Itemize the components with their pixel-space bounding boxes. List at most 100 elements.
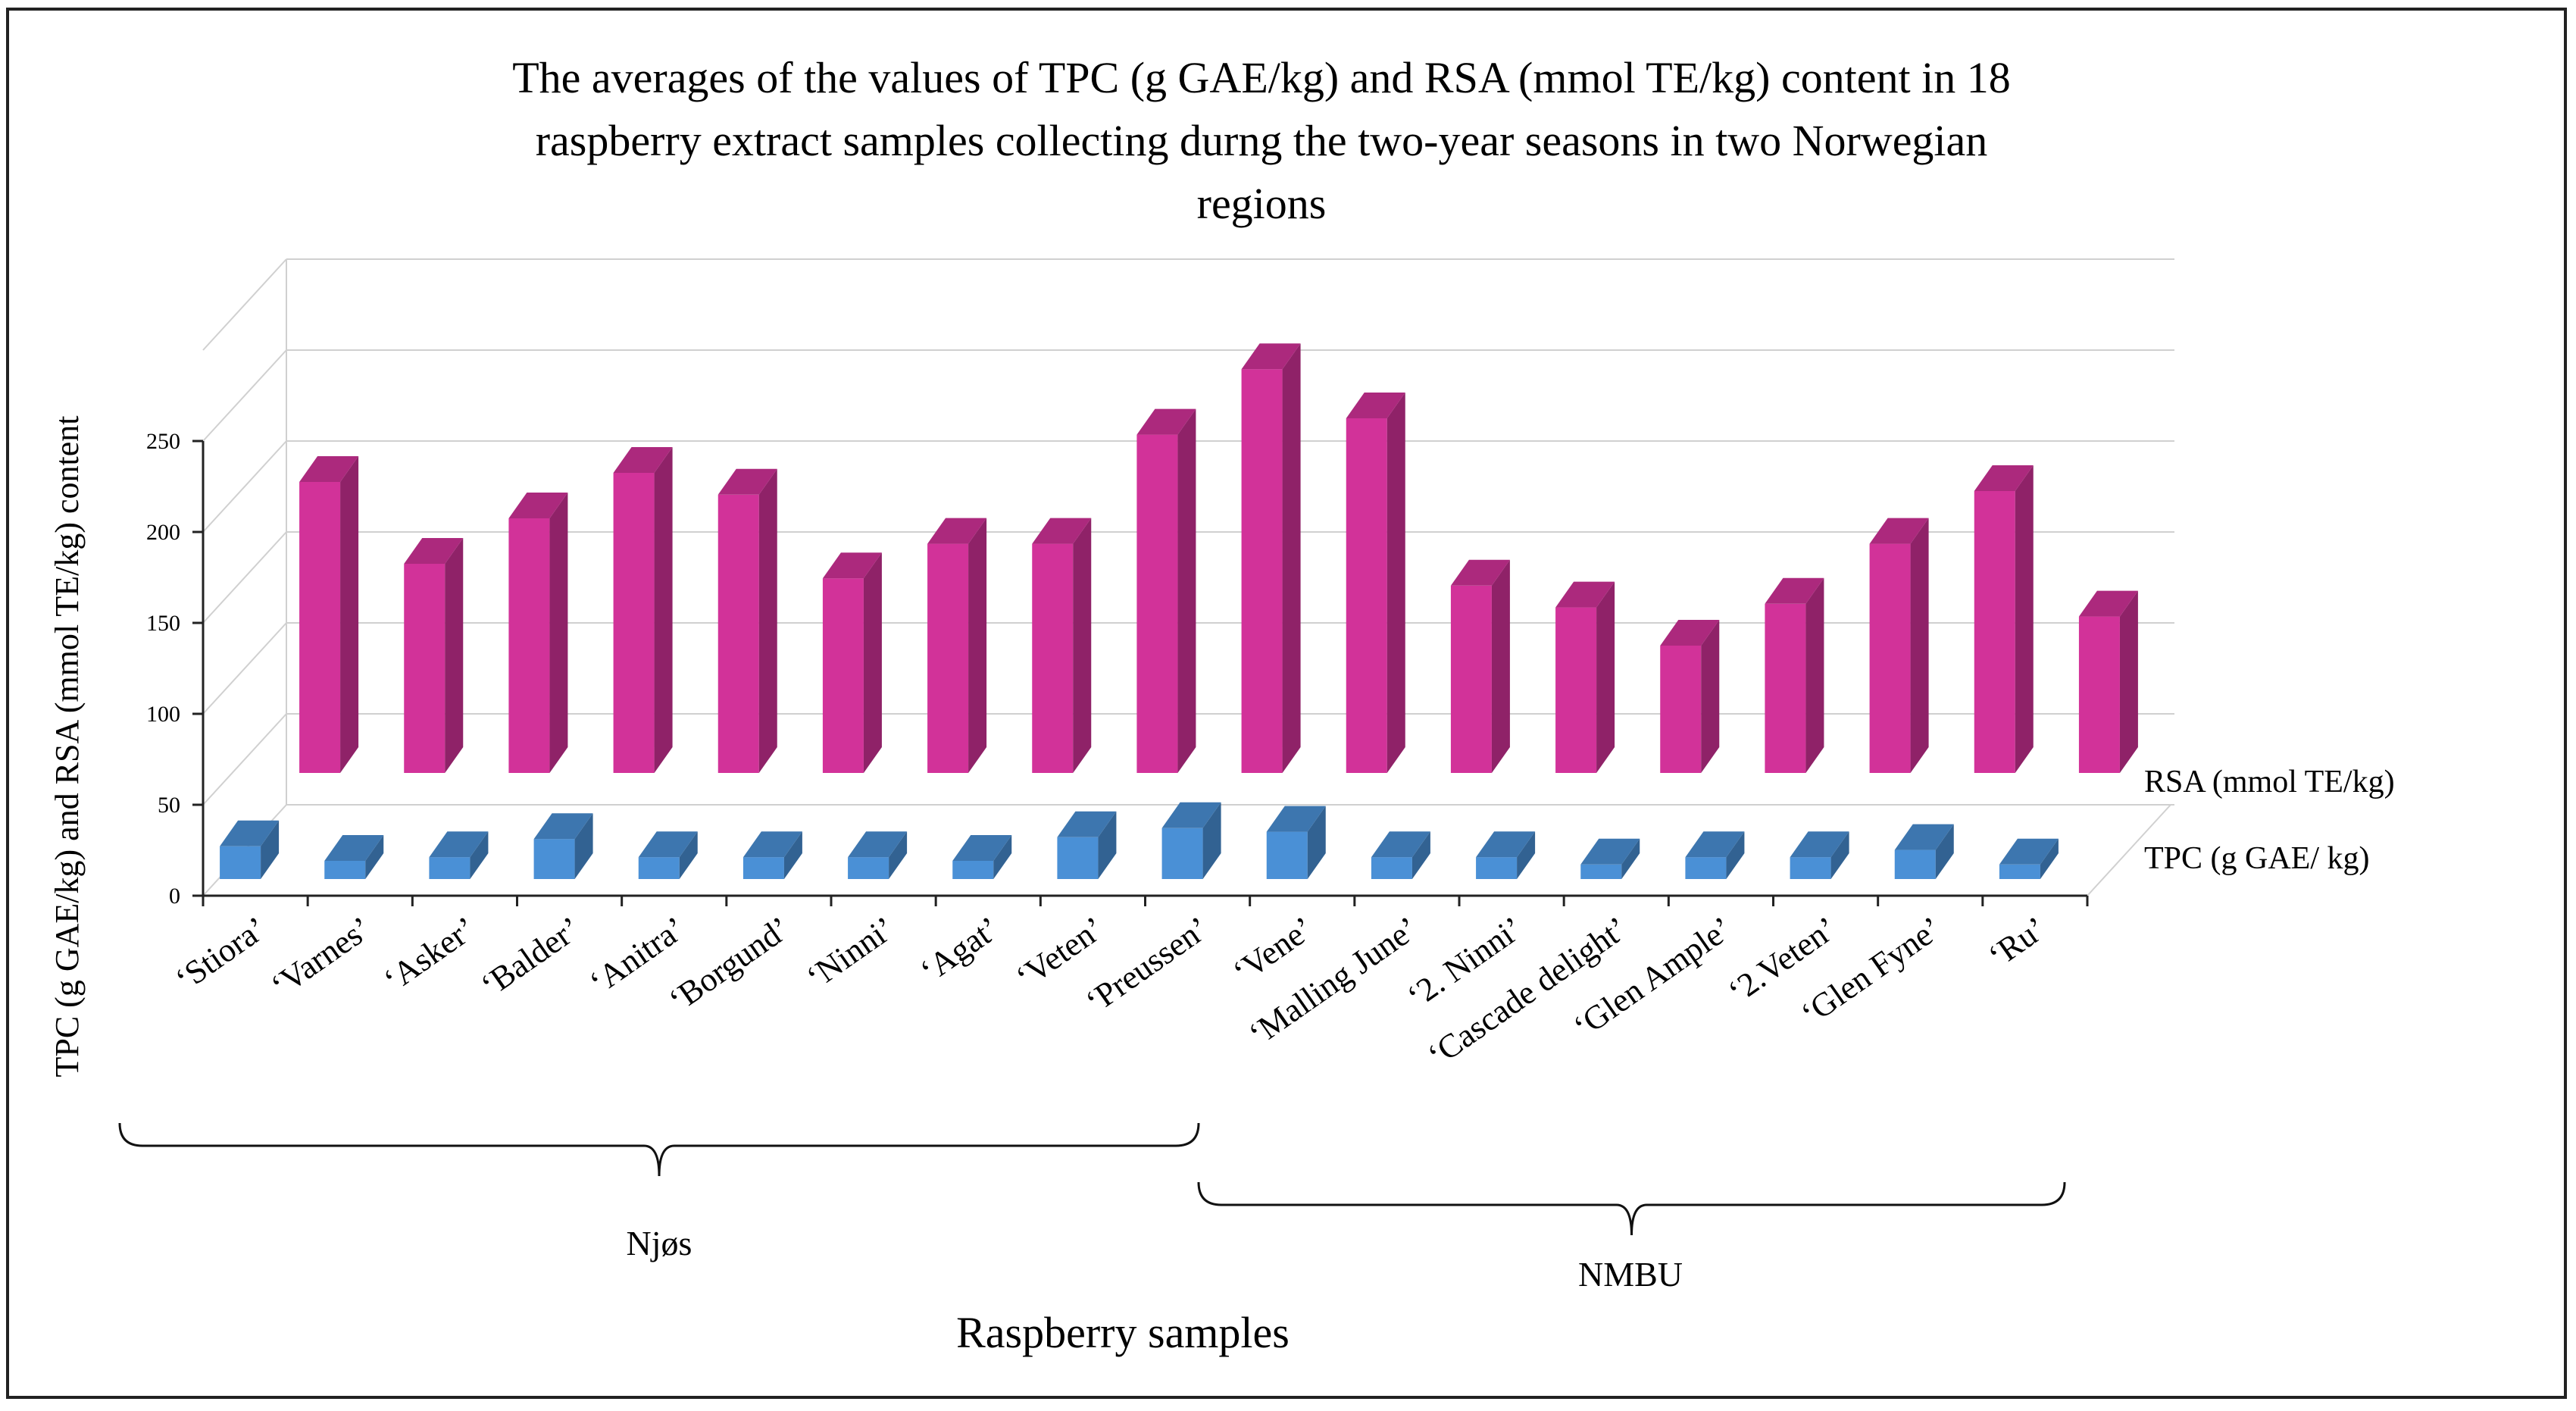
bar-side-face	[993, 835, 1012, 879]
bar-top-face	[1790, 831, 1849, 858]
bar-top-face	[613, 447, 673, 473]
bar-tpc-4	[638, 831, 698, 879]
grid-side-250	[202, 349, 287, 442]
bar-side-face	[1307, 806, 1326, 879]
bar-rsa-10	[1346, 393, 1405, 773]
bar-rsa-11	[1450, 559, 1510, 773]
bar-tpc-13	[1580, 838, 1640, 879]
bar-front-face	[1032, 543, 1074, 773]
bar-side-face	[470, 831, 489, 879]
bar-tpc-9	[1161, 802, 1221, 879]
axes	[192, 440, 2089, 906]
bar-front-face	[299, 482, 341, 773]
group-brace-0	[118, 1122, 1200, 1177]
group-label-1: NMBU	[1578, 1255, 1683, 1294]
bar-rsa-7	[1032, 518, 1092, 773]
bar-tpc-16	[1894, 824, 1954, 879]
y-tick-label-150: 150	[146, 611, 180, 636]
category-label-17: ‘Ru’	[1981, 909, 2052, 975]
bar-side-face	[1202, 802, 1221, 879]
bar-tpc-6	[848, 831, 908, 879]
bar-side-face	[679, 831, 698, 879]
bar-top-face	[1476, 831, 1536, 858]
bar-tpc-11	[1371, 831, 1430, 879]
bar-tpc-14	[1685, 831, 1745, 879]
grid-side-50	[202, 713, 287, 806]
chart-title-line-1: The averages of the values of TPC (g GAE…	[512, 53, 2011, 102]
bar-side-face	[1073, 518, 1092, 773]
bar-tpc-2	[429, 831, 489, 879]
bar-side-face	[365, 835, 384, 879]
grid-side-100	[202, 622, 287, 715]
bar-front-face	[1999, 864, 2040, 879]
bar-front-face	[1790, 857, 1831, 879]
bar-tpc-5	[742, 831, 802, 879]
bars	[220, 343, 2138, 879]
y-tick-label-100: 100	[146, 702, 180, 727]
bar-front-face	[1371, 857, 1412, 879]
bar-tpc-3	[533, 813, 593, 879]
bar-rsa-5	[822, 552, 882, 773]
grid-side-150	[202, 531, 287, 624]
bar-front-face	[1057, 837, 1099, 879]
bar-tpc-1	[324, 835, 384, 879]
bar-front-face	[1765, 603, 1806, 773]
bar-side-face	[1491, 559, 1510, 773]
bar-front-face	[1136, 434, 1178, 773]
bar-side-face	[2015, 465, 2034, 773]
bar-tpc-8	[1057, 811, 1117, 879]
bar-top-face	[220, 820, 280, 846]
y-tick-label-0: 0	[169, 884, 180, 909]
bar-front-face	[429, 857, 470, 879]
bar-front-face	[1161, 828, 1203, 879]
bar-front-face	[324, 861, 366, 879]
bar-side-face	[1596, 581, 1615, 773]
category-label-2: ‘Asker’	[377, 909, 483, 999]
bar-side-face	[1726, 831, 1745, 879]
bar-side-face	[1386, 393, 1405, 773]
bar-top-face	[952, 835, 1012, 861]
bar-rsa-13	[1660, 620, 1720, 773]
bar-top-face	[848, 831, 908, 858]
bar-side-face	[1411, 831, 1430, 879]
category-label-6: ‘Ninni’	[800, 909, 902, 996]
bar-side-face	[1910, 518, 1929, 773]
bar-front-face	[742, 857, 784, 879]
bar-top-face	[638, 831, 698, 858]
bar-side-face	[1805, 577, 1824, 773]
bar-rsa-17	[2078, 590, 2138, 773]
y-tick-label-50: 50	[158, 793, 180, 818]
bar-top-face	[1032, 518, 1092, 544]
bar-top-face	[2078, 590, 2138, 617]
bar-top-face	[1974, 465, 2034, 491]
bar-side-face	[1517, 831, 1536, 879]
bar-top-face	[1869, 518, 1929, 544]
bar-side-face	[1282, 343, 1301, 773]
bar-side-face	[783, 831, 802, 879]
bar-top-face	[1660, 620, 1720, 646]
bar-side-face	[2040, 838, 2059, 879]
bar-front-face	[717, 494, 759, 773]
category-label-0: ‘Stiora’	[169, 909, 274, 998]
bar-top-face	[1894, 824, 1954, 850]
bar-front-face	[533, 839, 575, 879]
bar-tpc-7	[952, 835, 1012, 879]
bar-side-face	[2119, 590, 2138, 773]
bar-rsa-12	[1555, 581, 1615, 773]
bar-rsa-6	[927, 518, 987, 773]
bar-side-face	[968, 518, 987, 773]
bar-rsa-9	[1241, 343, 1301, 773]
bar-front-face	[638, 857, 680, 879]
bar-top-face	[1555, 581, 1615, 608]
bar-front-face	[404, 564, 445, 773]
bar-front-face	[508, 518, 550, 773]
bar-front-face	[1685, 857, 1727, 879]
y-axis-label: TPC (g GAE/kg) and RSA (mmol TE/kg) cont…	[48, 415, 86, 1077]
bar-tpc-15	[1790, 831, 1849, 879]
bar-side-face	[445, 538, 464, 773]
bar-top-face	[429, 831, 489, 858]
bar-front-face	[1660, 646, 1702, 773]
bar-top-face	[1136, 408, 1196, 435]
bar-tpc-12	[1476, 831, 1536, 879]
